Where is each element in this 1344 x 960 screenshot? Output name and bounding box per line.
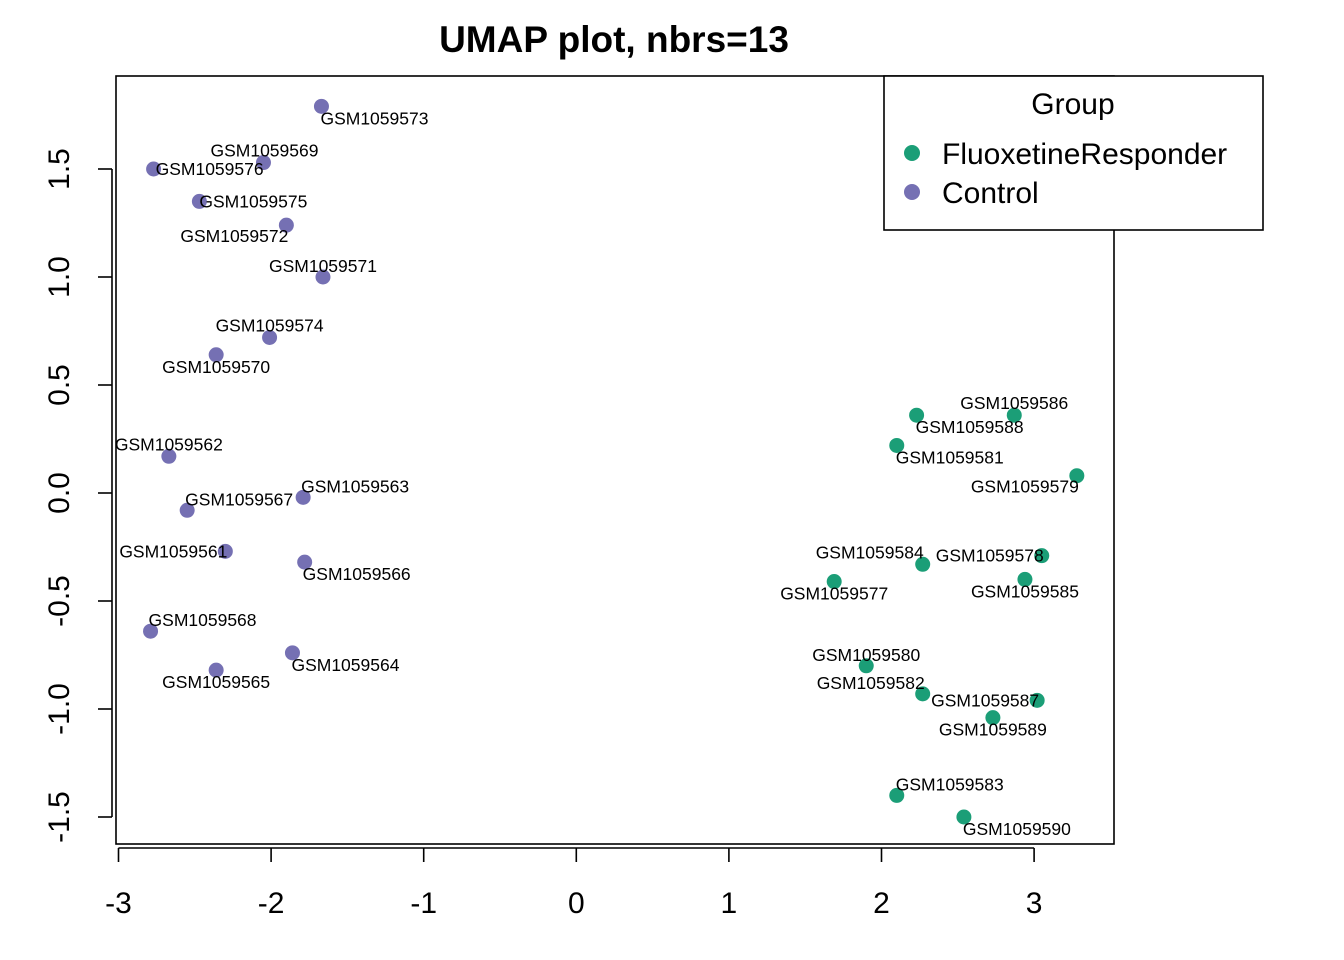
point-fluoxetineresponder <box>915 686 931 702</box>
point-fluoxetineresponder <box>915 556 931 572</box>
y-tick-label: 1.5 <box>43 148 76 190</box>
point-label: GSM1059565 <box>162 672 270 692</box>
point-label: GSM1059578 <box>936 546 1044 566</box>
point-control <box>143 623 159 639</box>
point-control <box>179 502 195 518</box>
point-label: GSM1059564 <box>291 655 399 675</box>
point-control <box>278 217 294 233</box>
y-tick-label: -0.5 <box>43 575 76 627</box>
point-label: GSM1059583 <box>896 774 1004 794</box>
legend-marker-fluoxetineresponder <box>904 145 920 161</box>
x-tick-label: 3 <box>1026 887 1043 920</box>
point-control <box>262 329 278 345</box>
legend-box <box>883 75 1264 231</box>
point-label: GSM1059589 <box>939 720 1047 740</box>
point-label: GSM1059568 <box>149 610 257 630</box>
x-tick-label: 0 <box>568 887 585 920</box>
x-tick-label: -2 <box>258 887 285 920</box>
point-control <box>208 347 224 363</box>
point-control <box>161 448 177 464</box>
point-label: GSM1059573 <box>320 108 428 128</box>
point-control <box>313 98 329 114</box>
point-fluoxetineresponder <box>889 437 905 453</box>
point-label: GSM1059587 <box>931 690 1039 710</box>
y-tick-label: -1.5 <box>43 791 76 843</box>
point-label: GSM1059570 <box>162 357 270 377</box>
point-label: GSM1059566 <box>303 564 411 584</box>
point-fluoxetineresponder <box>858 658 874 674</box>
point-label: GSM1059575 <box>199 191 307 211</box>
chart-title: UMAP plot, nbrs=13 <box>439 19 789 60</box>
point-label: GSM1059580 <box>812 645 920 665</box>
x-tick-label: 1 <box>721 887 738 920</box>
point-control <box>208 662 224 678</box>
plot-frame <box>115 75 1115 845</box>
point-label: GSM1059577 <box>780 584 888 604</box>
point-control <box>146 161 162 177</box>
point-label: GSM1059563 <box>301 476 409 496</box>
point-fluoxetineresponder <box>1034 548 1050 564</box>
x-tick-label: 2 <box>873 887 890 920</box>
legend-label-control: Control <box>942 177 1039 210</box>
point-label: GSM1059585 <box>971 581 1079 601</box>
x-axis: -3 -2 -1 0 1 2 3 <box>105 847 1043 920</box>
point-fluoxetineresponder <box>889 787 905 803</box>
point-labels: GSM1059577 GSM1059578 GSM1059579 GSM1059580… <box>115 108 1079 839</box>
y-tick-label: -1.0 <box>43 683 76 735</box>
point-label: GSM1059584 <box>816 542 924 562</box>
point-label: GSM1059579 <box>971 477 1079 497</box>
point-label: GSM1059590 <box>963 819 1071 839</box>
point-fluoxetineresponder <box>1029 692 1045 708</box>
point-label: GSM1059581 <box>896 447 1004 467</box>
point-label: GSM1059588 <box>916 417 1024 437</box>
point-label: GSM1059567 <box>185 489 293 509</box>
point-control <box>191 193 207 209</box>
point-fluoxetineresponder <box>1006 407 1022 423</box>
point-control <box>255 155 271 171</box>
y-axis: -1.5 -1.0 -0.5 0.0 0.5 1.0 1.5 <box>43 148 113 843</box>
point-label: GSM1059576 <box>156 159 264 179</box>
legend-label-fluoxetineresponder: FluoxetineResponder <box>942 138 1227 171</box>
point-label: GSM1059562 <box>115 434 223 454</box>
point-fluoxetineresponder <box>826 574 842 590</box>
point-fluoxetineresponder <box>1017 571 1033 587</box>
point-fluoxetineresponder <box>985 710 1001 726</box>
y-tick-label: 1.0 <box>43 256 76 298</box>
point-control <box>297 554 313 570</box>
point-label: GSM1059582 <box>817 673 925 693</box>
data-points <box>143 98 1085 825</box>
y-tick-label: 0.5 <box>43 364 76 406</box>
point-label: GSM1059572 <box>180 226 288 246</box>
point-label: GSM1059574 <box>216 315 324 335</box>
point-control <box>217 543 233 559</box>
point-control <box>295 489 311 505</box>
point-fluoxetineresponder <box>956 809 972 825</box>
y-tick-label: 0.0 <box>43 472 76 514</box>
point-label: GSM1059569 <box>210 141 318 161</box>
point-control <box>315 269 331 285</box>
point-label: GSM1059571 <box>269 256 377 276</box>
x-tick-label: -1 <box>410 887 437 920</box>
point-fluoxetineresponder <box>909 407 925 423</box>
legend-marker-control <box>904 184 920 200</box>
x-tick-label: -3 <box>105 887 132 920</box>
point-label: GSM1059586 <box>960 393 1068 413</box>
point-label: GSM1059561 <box>119 541 227 561</box>
legend: Group FluoxetineResponder Control <box>883 75 1264 231</box>
point-control <box>284 645 300 661</box>
legend-title: Group <box>1031 88 1114 121</box>
point-fluoxetineresponder <box>1069 468 1085 484</box>
